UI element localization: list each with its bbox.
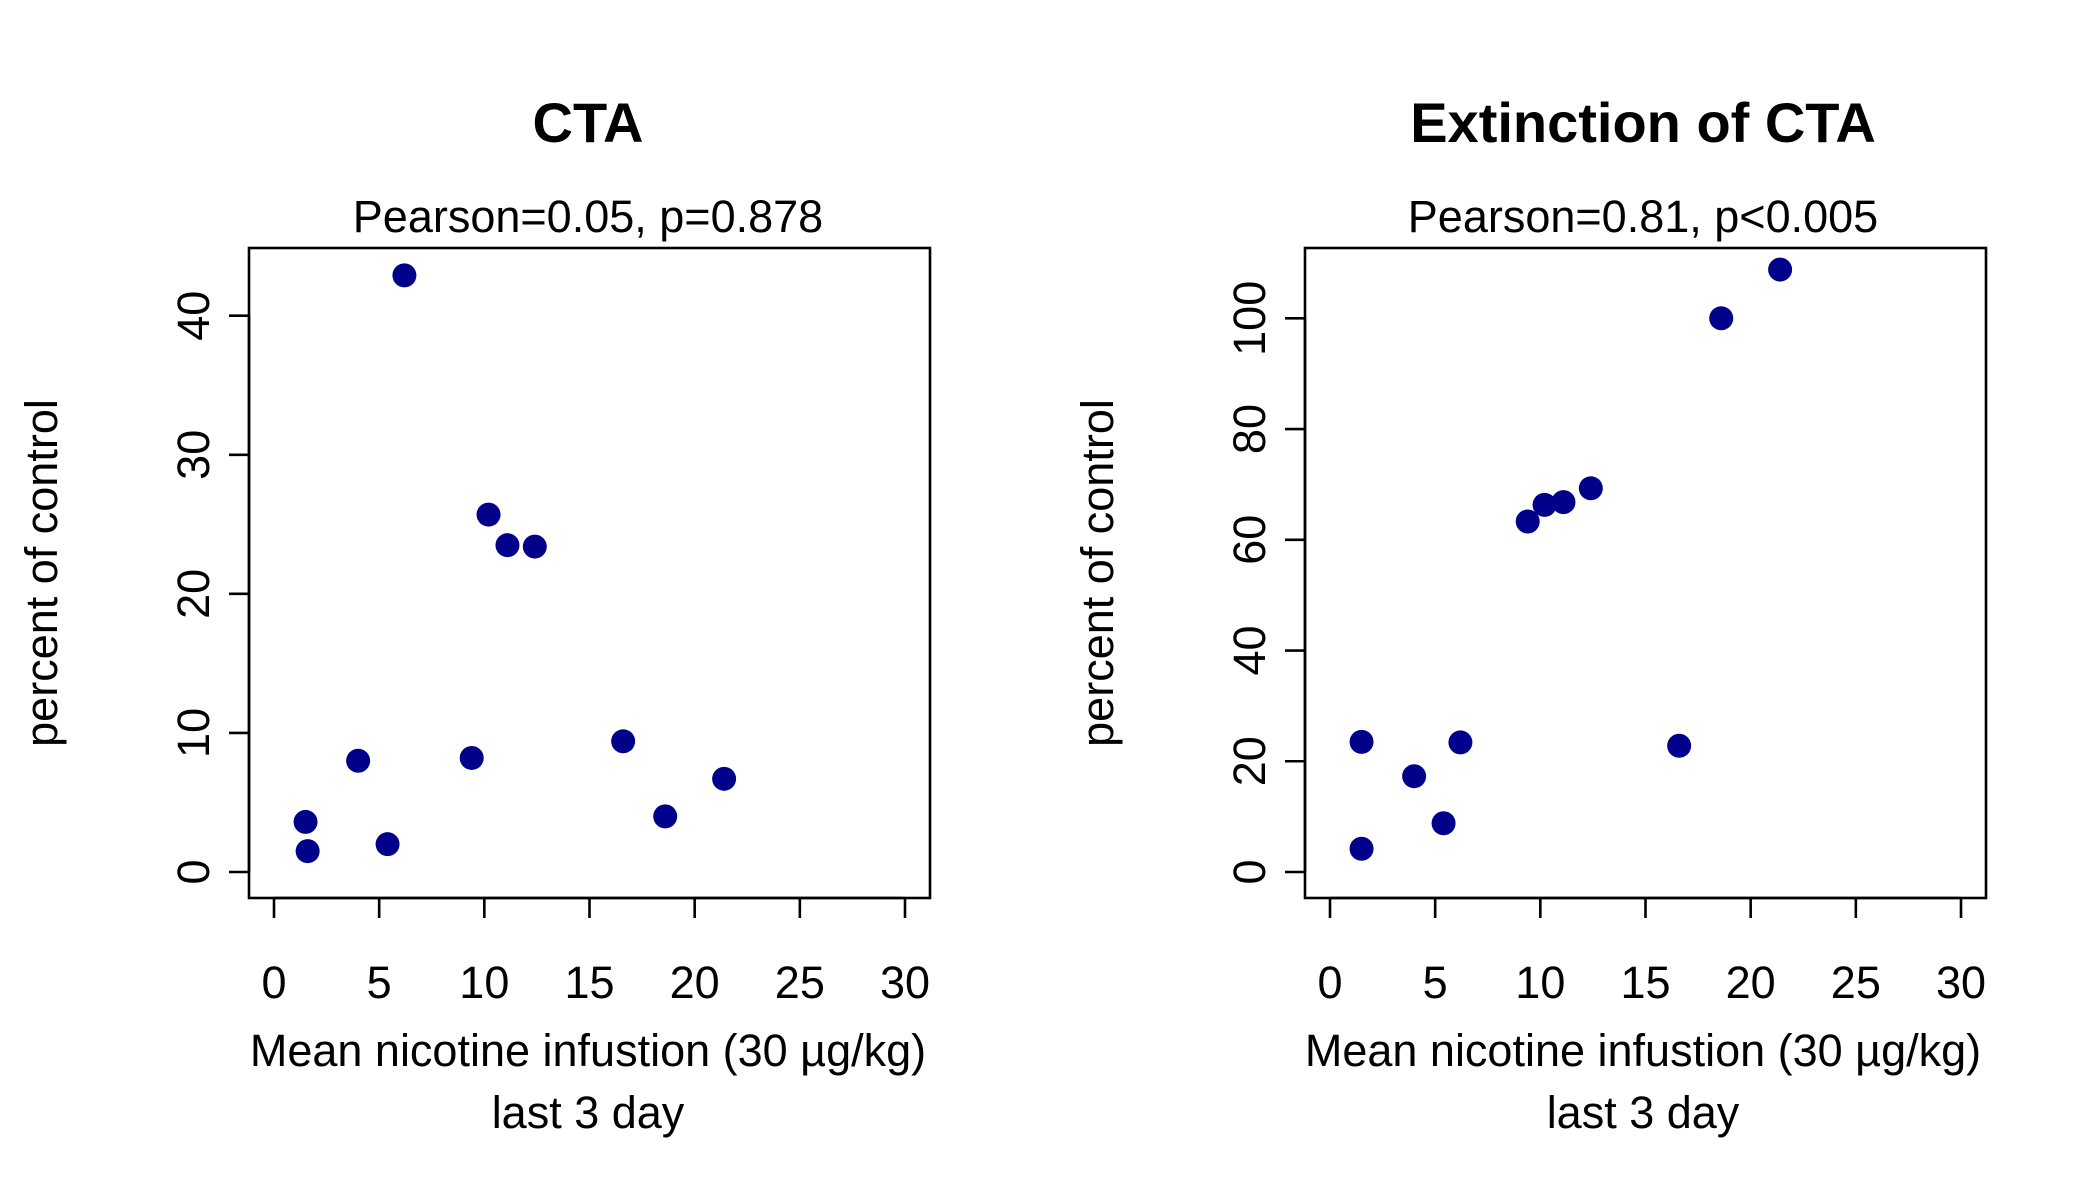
x-axis-label-line2: last 3 day [1547,1087,1740,1138]
x-tick-label: 30 [880,957,930,1008]
data-point [1532,492,1557,517]
x-tick-label: 15 [564,957,614,1008]
x-tick-label: 25 [775,957,825,1008]
cta-panel: CTA Pearson=0.05, p=0.878 0 5 10 15 20 25 30 0… [16,91,932,1138]
y-tick-label: 0 [1224,859,1275,884]
data-point [1667,733,1692,758]
y-axis: 0 10 20 30 40 [168,291,251,885]
x-tick-label: 5 [1423,957,1448,1008]
data-point [375,832,400,857]
data-point [495,533,520,558]
data-point [1349,836,1374,861]
x-tick-label: 20 [670,957,720,1008]
x-axis-label: Mean nicotine infustion (30 µg/kg) [1305,1025,1981,1076]
x-tick-label: 30 [1936,957,1986,1008]
data-point [611,729,636,754]
x-axis-label: Mean nicotine infustion (30 µg/kg) [250,1025,926,1076]
y-axis-label: percent of control [1072,399,1123,747]
y-tick-label: 100 [1224,281,1275,356]
y-tick-label: 40 [1224,625,1275,675]
extinction-panel: Extinction of CTA Pearson=0.81, p<0.005 … [1072,91,1988,1138]
data-point [1578,476,1603,501]
y-tick-label: 0 [168,859,219,884]
panel-title: CTA [533,91,644,154]
data-point [1402,764,1427,789]
data-point [1709,306,1734,331]
x-tick-label: 25 [1831,957,1881,1008]
x-tick-label: 5 [367,957,392,1008]
plot-frame [247,246,932,900]
x-axis: 0 5 10 15 20 25 30 [261,896,930,1008]
data-points [293,263,737,864]
x-tick-label: 10 [1515,957,1565,1008]
y-tick-label: 80 [1224,404,1275,454]
data-point [522,534,547,559]
y-tick-label: 30 [168,430,219,480]
data-point [1551,490,1576,515]
y-axis: 0 20 40 60 80 100 [1224,281,1307,885]
y-tick-label: 20 [1224,736,1275,786]
y-axis-label: percent of control [16,399,67,747]
data-point [653,804,678,829]
data-point [295,839,320,864]
y-tick-label: 60 [1224,515,1275,565]
panel-subtitle: Pearson=0.81, p<0.005 [1408,191,1878,242]
plot-frame [1303,246,1988,900]
x-axis-label-line2: last 3 day [492,1087,685,1138]
x-tick-label: 0 [1317,957,1342,1008]
y-tick-label: 20 [168,569,219,619]
data-points [1349,257,1793,861]
data-point [459,745,484,770]
x-axis: 0 5 10 15 20 25 30 [1317,896,1986,1008]
data-point [1515,509,1540,534]
data-point [1349,729,1374,754]
x-tick-label: 20 [1726,957,1776,1008]
data-point [346,748,371,773]
data-point [1431,811,1456,836]
data-point [712,766,737,791]
y-tick-label: 40 [168,291,219,341]
x-tick-label: 0 [261,957,286,1008]
data-point [392,263,417,288]
data-point [1768,257,1793,282]
panel-title: Extinction of CTA [1410,91,1876,154]
panel-subtitle: Pearson=0.05, p=0.878 [353,191,823,242]
data-point [293,809,318,834]
x-tick-label: 15 [1620,957,1670,1008]
data-point [1448,730,1473,755]
y-tick-label: 10 [168,708,219,758]
data-point [476,502,501,527]
x-tick-label: 10 [459,957,509,1008]
